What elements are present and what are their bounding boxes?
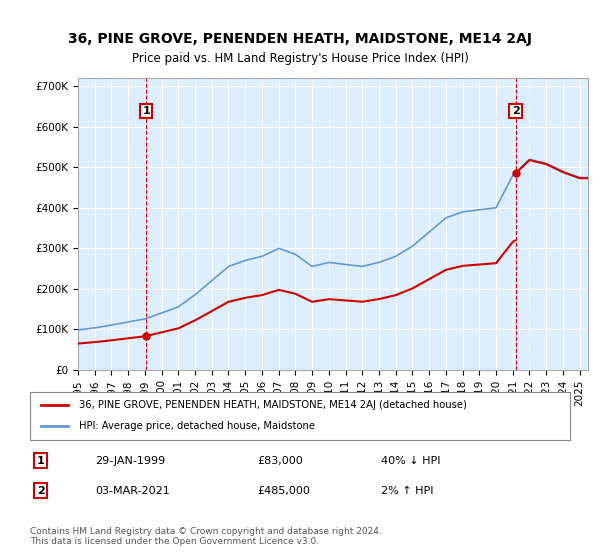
Text: 36, PINE GROVE, PENENDEN HEATH, MAIDSTONE, ME14 2AJ: 36, PINE GROVE, PENENDEN HEATH, MAIDSTON… xyxy=(68,32,532,46)
Text: 2: 2 xyxy=(512,106,520,116)
Text: 2: 2 xyxy=(37,486,44,496)
Text: 2% ↑ HPI: 2% ↑ HPI xyxy=(381,486,433,496)
Text: 1: 1 xyxy=(37,456,44,465)
Text: £83,000: £83,000 xyxy=(257,456,302,465)
Text: 40% ↓ HPI: 40% ↓ HPI xyxy=(381,456,440,465)
Text: HPI: Average price, detached house, Maidstone: HPI: Average price, detached house, Maid… xyxy=(79,421,314,431)
Text: 1: 1 xyxy=(142,106,150,116)
Text: 36, PINE GROVE, PENENDEN HEATH, MAIDSTONE, ME14 2AJ (detached house): 36, PINE GROVE, PENENDEN HEATH, MAIDSTON… xyxy=(79,400,466,410)
Text: Contains HM Land Registry data © Crown copyright and database right 2024.
This d: Contains HM Land Registry data © Crown c… xyxy=(30,526,382,546)
Text: Price paid vs. HM Land Registry's House Price Index (HPI): Price paid vs. HM Land Registry's House … xyxy=(131,52,469,66)
Text: 29-JAN-1999: 29-JAN-1999 xyxy=(95,456,165,465)
Text: £485,000: £485,000 xyxy=(257,486,310,496)
Text: 03-MAR-2021: 03-MAR-2021 xyxy=(95,486,170,496)
